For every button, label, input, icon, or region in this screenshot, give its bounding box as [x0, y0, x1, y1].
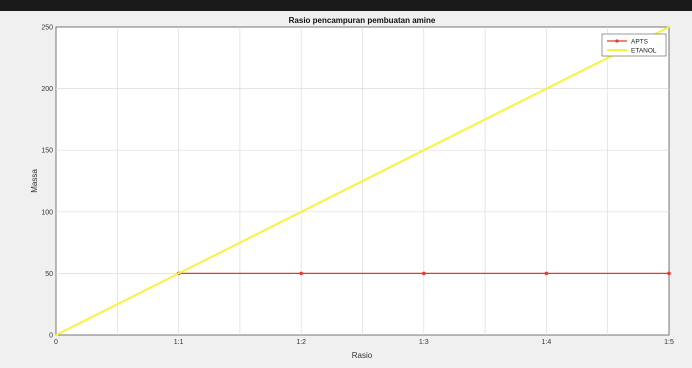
chart-title: Rasio pencampuran pembuatan amine [289, 16, 436, 25]
y-tick-label: 150 [41, 148, 53, 155]
data-point-apts [544, 271, 549, 276]
y-tick-label: 0 [49, 333, 53, 340]
x-tick-label: 1:5 [664, 339, 674, 346]
x-axis-title: Rasio [352, 351, 373, 360]
y-tick-label: 200 [41, 86, 53, 93]
legend: APTS ETANOL [601, 33, 667, 57]
series-line-etanol [55, 26, 670, 336]
y-axis-title: Massa [30, 169, 39, 193]
data-point-apts [299, 271, 304, 276]
legend-marker-apts [615, 39, 619, 43]
x-tick-label: 1:2 [296, 339, 306, 346]
data-point-apts [422, 271, 426, 276]
legend-label-etanol: ETANOL [631, 47, 657, 54]
y-tick-label: 100 [41, 209, 53, 216]
y-tick-label: 250 [41, 25, 53, 32]
legend-label-apts: APTS [631, 38, 649, 45]
window-top-bar [0, 0, 692, 11]
y-tick-label: 50 [45, 271, 53, 278]
x-tick-label: 0 [54, 339, 58, 346]
x-tick-label: 1:4 [542, 339, 552, 346]
grid-lines [56, 27, 669, 335]
tick-labels: 0 1:1 1:2 1:3 1:4 1:5 0 50 100 150 200 250 [41, 25, 674, 347]
x-tick-label: 1:3 [419, 339, 429, 346]
data-point-apts [667, 271, 671, 276]
series-layer [55, 26, 671, 336]
x-tick-label: 1:1 [174, 339, 184, 346]
